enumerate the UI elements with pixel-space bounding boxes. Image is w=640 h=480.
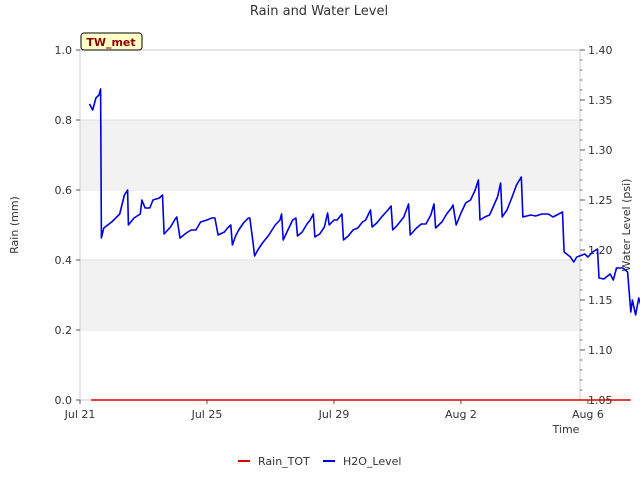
background-bands bbox=[80, 49, 580, 331]
right-axis-label: Water Level (psi) bbox=[620, 179, 633, 272]
x-tick-label: Jul 21 bbox=[64, 408, 96, 421]
x-tick-label: Jul 25 bbox=[191, 408, 223, 421]
left-tick-label: 0.0 bbox=[55, 394, 73, 407]
series-line-h2o-level bbox=[88, 88, 640, 316]
chart-title: Rain and Water Level bbox=[250, 4, 388, 19]
series-layer bbox=[88, 88, 640, 401]
x-axis-ticks: Jul 21 Jul 25 Jul 29 Aug 2 Aug 6 bbox=[64, 400, 604, 421]
right-tick-label: 1.30 bbox=[588, 144, 613, 157]
right-axis-ticks: 1.051.101.151.201.251.301.351.40 bbox=[580, 44, 613, 407]
site-badge-text: TW_met bbox=[86, 36, 135, 49]
left-tick-label: 0.4 bbox=[55, 254, 73, 267]
left-tick-label: 1.0 bbox=[55, 44, 73, 57]
site-badge: TW_met bbox=[80, 32, 143, 51]
right-tick-label: 1.10 bbox=[588, 344, 613, 357]
site-badge-box bbox=[80, 32, 143, 51]
right-tick-label: 1.35 bbox=[588, 94, 613, 107]
x-axis-label: Time bbox=[552, 423, 580, 436]
right-tick-label: 1.25 bbox=[588, 194, 613, 207]
grid-band bbox=[80, 260, 580, 330]
right-tick-label: 1.15 bbox=[588, 294, 613, 307]
left-axis-ticks: 0.0 0.2 0.4 0.6 0.8 1.0 bbox=[55, 44, 80, 407]
left-tick-label: 0.8 bbox=[55, 114, 73, 127]
legend-label: Rain_TOT bbox=[258, 455, 310, 468]
x-tick-label: Aug 2 bbox=[445, 408, 477, 421]
grid-band bbox=[80, 120, 580, 190]
x-tick-label: Jul 29 bbox=[318, 408, 350, 421]
legend-label: H2O_Level bbox=[343, 455, 401, 468]
right-tick-label: 1.20 bbox=[588, 244, 613, 257]
left-axis-label: Rain (mm) bbox=[8, 196, 21, 254]
legend: Rain_TOT H2O_Level bbox=[238, 455, 401, 468]
x-tick-label: Aug 6 bbox=[572, 408, 604, 421]
right-tick-label: 1.40 bbox=[588, 44, 613, 57]
left-tick-label: 0.2 bbox=[55, 324, 73, 337]
left-tick-label: 0.6 bbox=[55, 184, 73, 197]
